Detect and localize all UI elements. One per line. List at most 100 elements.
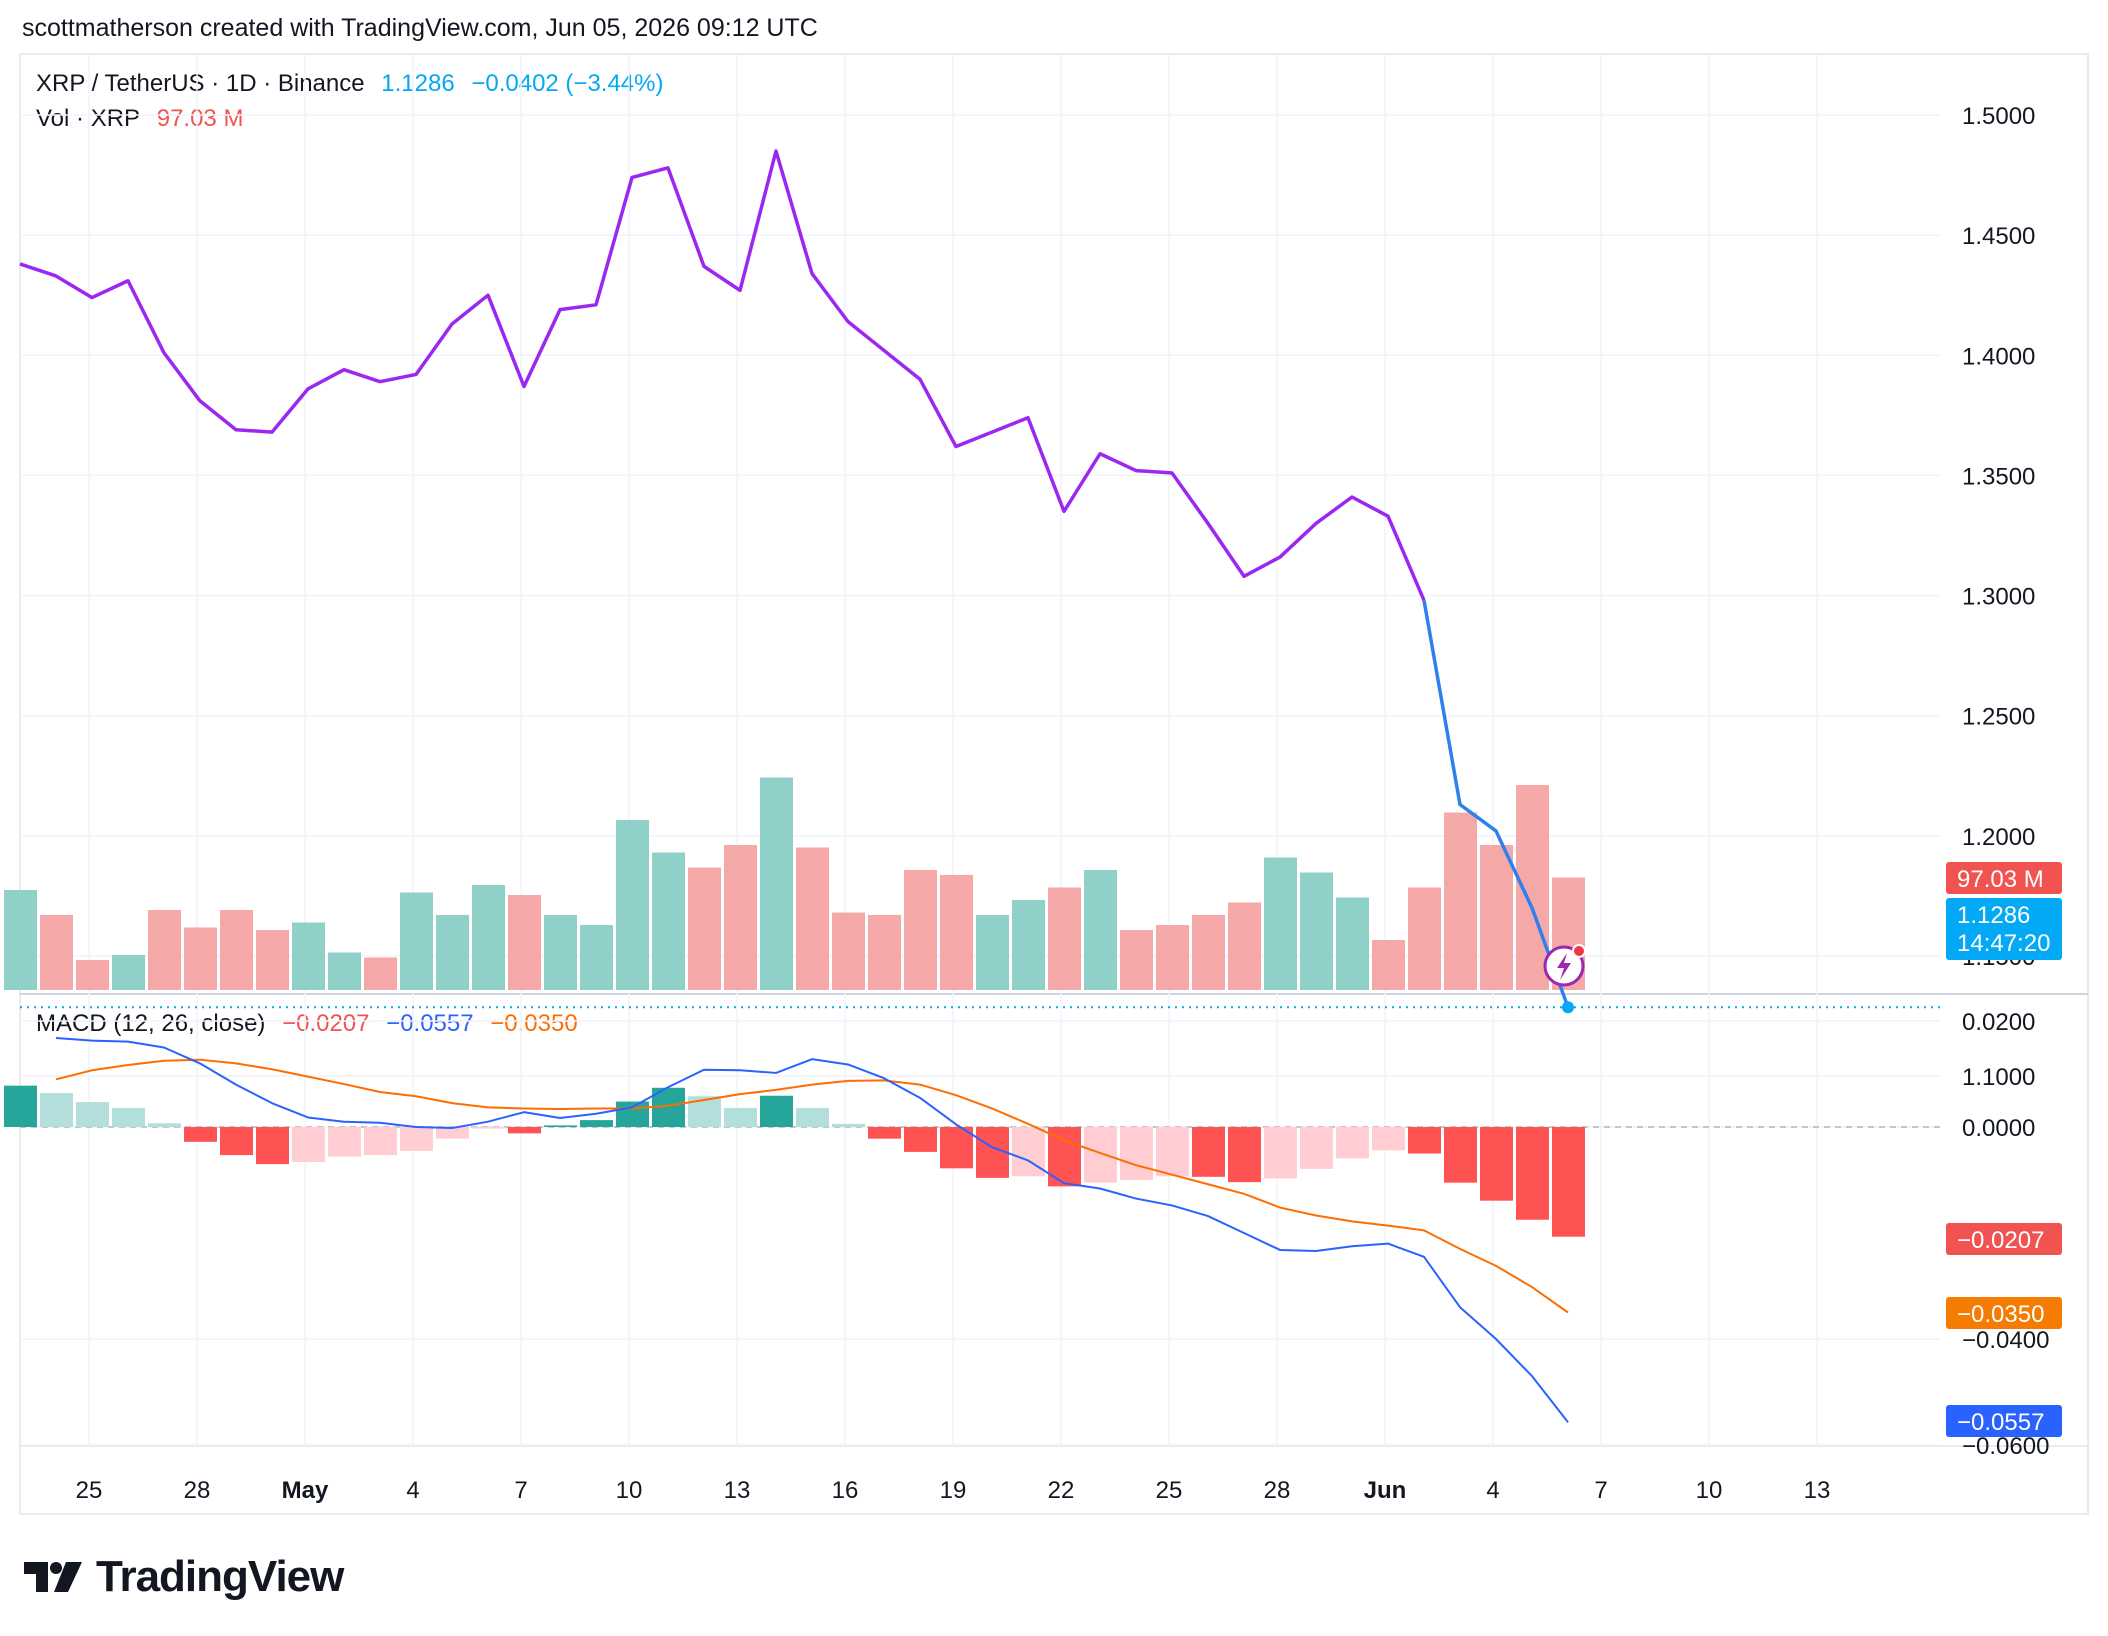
macd-line-badge [1946,1405,2062,1437]
volume-bar [580,925,613,990]
macd-line-text: −0.0557 [386,1010,474,1037]
y-tick-label: 1.3500 [1962,463,2035,490]
volume-bar [724,845,757,990]
chart-frame [19,53,2089,1515]
macd-histogram-bar [400,1127,433,1151]
volume-bar [76,960,109,990]
macd-histogram-bar [472,1127,505,1129]
macd-histogram-bar [1336,1127,1369,1159]
volume-bar [688,867,721,990]
price-line-tail [1422,600,1570,1008]
lightning-bolt-icon [1557,953,1571,980]
macd-histogram-bar [364,1127,397,1156]
volume-bar [1228,902,1261,990]
notification-dot-icon [1572,944,1586,958]
volume-bar [112,955,145,990]
macd-histogram-bar [292,1127,325,1162]
macd-histogram-bar [1264,1127,1297,1179]
macd-histogram-bar [940,1127,973,1169]
volume-bar [292,922,325,990]
macd-histogram-bar [1516,1127,1549,1220]
x-tick-label: 19 [940,1477,967,1504]
macd-signal-badge [1946,1297,2062,1329]
volume-bar [544,915,577,990]
volume-bar [1264,857,1297,990]
last-price-text: 1.1286 [381,70,455,97]
macd-hist-badge-text: −0.0207 [1957,1227,2044,1254]
x-tick-label: 13 [724,1477,751,1504]
x-tick-label: 28 [1264,1477,1291,1504]
volume-label[interactable]: Vol · XRP [36,105,141,132]
macd-histogram-bar [976,1127,1009,1178]
y-tick-label: 1.1000 [1962,1064,2035,1091]
x-tick-label: 25 [76,1477,103,1504]
macd-histogram-bar [436,1127,469,1139]
volume-bar [616,820,649,990]
brand-text: TradingView [96,1552,344,1601]
macd-histogram-bar [184,1127,217,1142]
macd-y-tick-label: −0.0600 [1962,1433,2049,1460]
macd-histogram-bar [760,1095,793,1127]
x-tick-label: 25 [1156,1477,1183,1504]
x-tick-label: 28 [184,1477,211,1504]
macd-histogram-bar [328,1127,361,1157]
volume-bar [184,927,217,990]
x-tick-label: May [282,1477,329,1504]
y-tick-label: 1.4000 [1962,343,2035,370]
macd-histogram-bar [868,1127,901,1139]
macd-histogram-bar [1156,1127,1189,1177]
macd-histogram-bar [1408,1127,1441,1154]
macd-hist-text: −0.0207 [282,1010,370,1037]
volume-bar [796,847,829,990]
y-tick-label: 1.2000 [1962,824,2035,851]
volume-bar [904,870,937,990]
price-line [19,149,1426,601]
volume-bar [760,777,793,990]
volume-bar [832,912,865,990]
macd-line [55,1036,1569,1423]
volume-bar [40,915,73,990]
macd-histogram-bar [112,1107,145,1127]
volume-bar [1336,897,1369,990]
macd-histogram-bar [1300,1127,1333,1169]
macd-histogram-bar [544,1125,577,1127]
price-badge-text: 1.1286 [1957,902,2030,929]
macd-signal-text: −0.0350 [490,1010,578,1037]
last-price-dot [1562,1001,1574,1014]
macd-histogram-bar [832,1123,865,1127]
volume-legend: Vol · XRP 97.03 M [36,105,243,133]
macd-histogram-bar [616,1101,649,1127]
x-tick-label: 7 [1594,1477,1607,1504]
x-tick-label: 7 [514,1477,527,1504]
volume-bar [1120,930,1153,990]
y-tick-label: 1.5000 [1962,103,2035,130]
macd-histogram-bar [1444,1127,1477,1183]
volume-bar [1084,870,1117,990]
macd-histogram-bar [1552,1127,1585,1237]
macd-label[interactable]: MACD (12, 26, close) [36,1010,266,1037]
volume-badge-text: 97.03 M [1957,866,2044,893]
chart-attribution: scottmatherson created with TradingView.… [22,14,818,42]
volume-bar [1048,887,1081,990]
macd-hist-badge [1946,1223,2062,1255]
symbol-legend: XRP / TetherUS · 1D · Binance 1.1286 −0.… [36,70,663,98]
y-tick-label: 1.3000 [1962,584,2035,611]
macd-histogram-bar [1228,1127,1261,1183]
volume-bar [148,910,181,990]
macd-histogram-bar [256,1127,289,1165]
volume-bar [976,915,1009,990]
tradingview-logo-icon [24,1562,82,1592]
volume-bar [4,890,37,990]
volume-bar [472,885,505,990]
volume-bar [940,875,973,990]
volume-bar [1480,845,1513,990]
volume-value-text: 97.03 M [156,105,244,132]
volume-bar [220,910,253,990]
x-tick-label: 10 [616,1477,643,1504]
symbol-name[interactable]: XRP / TetherUS · 1D · Binance [36,70,365,97]
macd-histogram-bar [1120,1127,1153,1180]
macd-histogram-bar [40,1093,73,1127]
macd-histogram-bar [904,1127,937,1152]
volume-bar [436,915,469,990]
